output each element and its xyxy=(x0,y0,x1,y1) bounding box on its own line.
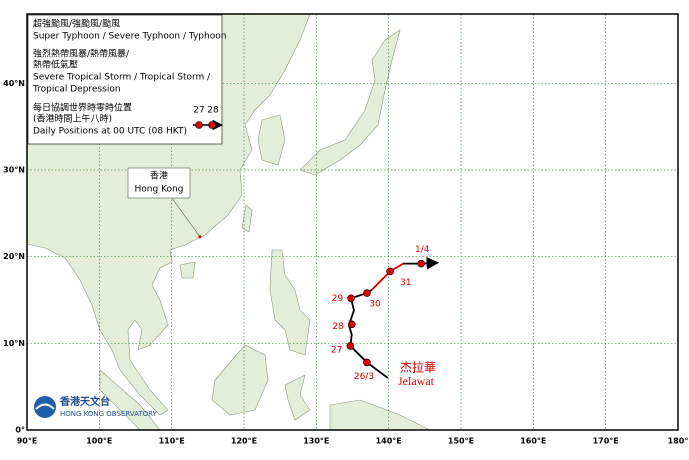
legend-text: Daily Positions at 00 UTC (08 HKT) xyxy=(33,127,187,137)
x-tick-label: 150°E xyxy=(448,437,474,446)
place-name: Hong Kong xyxy=(135,185,184,195)
x-tick-label: 100°E xyxy=(86,437,112,446)
x-tick-label: 110°E xyxy=(159,437,185,446)
logo-icon xyxy=(35,403,55,410)
legend-box xyxy=(27,14,223,145)
position-label: 29 xyxy=(332,294,344,304)
position-label: 30 xyxy=(369,300,381,310)
legend-text: 每日協調世界時零時位置 xyxy=(33,102,132,114)
logo-icon xyxy=(34,396,56,418)
daily-position xyxy=(363,289,371,297)
logo-name: HONG KONG OBSERVATORY xyxy=(60,410,158,418)
storm-name: Jelawat xyxy=(398,374,435,388)
place-pointer xyxy=(171,197,201,237)
x-tick-label: 160°E xyxy=(520,437,546,446)
tracks: 26/3 27 28 29 30 31 1/4 xyxy=(198,235,440,382)
place-marker xyxy=(198,235,202,239)
x-tick-label: 140°E xyxy=(376,437,402,446)
legend-text: 強烈熱帶風暴/熱帶風暴/ xyxy=(33,48,130,60)
daily-position xyxy=(346,342,355,350)
daily-position xyxy=(417,259,426,268)
y-tick-label: 0° xyxy=(15,426,25,435)
legend-text: 超強颱風/強颱風/颱風 xyxy=(33,18,120,30)
x-tick-label: 180° xyxy=(668,437,689,446)
position-label: 27 xyxy=(331,345,342,355)
position-label: 26/3 xyxy=(354,372,374,382)
x-tick-label: 130°E xyxy=(303,437,329,446)
logo-name-zh: 香港天文台 xyxy=(60,395,110,408)
y-tick-label: 30°N xyxy=(3,166,25,175)
legend-text: 熱帶低氣壓 xyxy=(33,59,78,71)
place-callout xyxy=(127,167,191,199)
x-tick-label: 120°E xyxy=(231,437,257,446)
position-label: 1/4 xyxy=(415,245,430,255)
y-tick-label: 40°N xyxy=(3,79,25,88)
legend-sample-dot xyxy=(208,121,216,129)
y-tick-label: 20°N xyxy=(3,252,25,261)
legend-text: (香港時間上午八時) xyxy=(33,113,112,125)
legend-sample-dot xyxy=(195,121,203,129)
x-tick-label: 90°E xyxy=(17,437,38,446)
map-frame xyxy=(26,13,679,431)
position-label: 28 xyxy=(332,322,344,332)
storm-name-zh: 杰拉華 xyxy=(400,360,436,375)
daily-position xyxy=(386,267,394,276)
daily-position xyxy=(363,358,371,367)
legend-text: Tropical Depression xyxy=(32,85,121,95)
legend-sample-label: 28 xyxy=(207,106,219,116)
legend-text: Severe Tropical Storm / Tropical Storm / xyxy=(33,73,211,83)
legend-sample-label: 27 xyxy=(193,106,204,116)
position-label: 31 xyxy=(400,278,411,288)
daily-position xyxy=(347,294,355,303)
y-tick-label: 10°N xyxy=(3,339,25,348)
x-tick-label: 170°E xyxy=(593,437,619,446)
daily-position xyxy=(347,320,356,329)
place-name-zh: 香港 xyxy=(150,170,168,182)
logo: 香港天文台 HONG KONG OBSERVATORY xyxy=(34,395,158,418)
legend-text: Super Typhoon / Severe Typhoon / Typhoon xyxy=(33,32,226,42)
